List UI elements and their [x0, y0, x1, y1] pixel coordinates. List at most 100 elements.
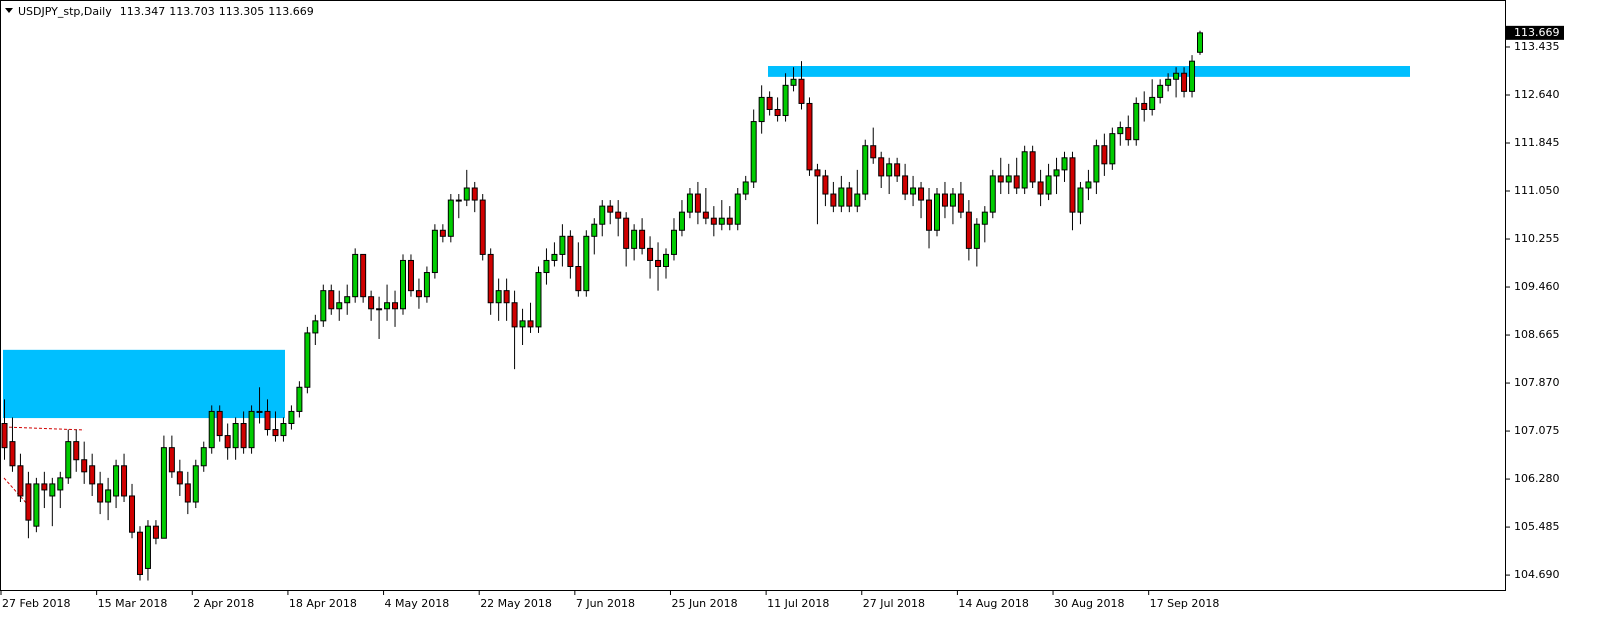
candle-body — [97, 483, 104, 503]
candle-body — [870, 145, 877, 159]
candle-body — [224, 435, 231, 449]
y-tick-label: 113.435 — [1514, 40, 1560, 53]
candle-body — [1069, 157, 1076, 213]
candle-body — [926, 199, 933, 231]
candle-body — [288, 410, 295, 425]
candle-body — [192, 465, 199, 503]
candle-body — [806, 102, 813, 171]
x-tick-label: 27 Jul 2018 — [863, 597, 925, 610]
candle-body — [949, 193, 956, 207]
header-close: 113.669 — [268, 5, 314, 18]
candle-body — [304, 332, 311, 388]
candle-body — [583, 235, 590, 292]
menu-arrow — [5, 8, 13, 13]
candle-body — [423, 272, 430, 298]
candle-body — [9, 441, 16, 467]
price-marker-label: 113.669 — [1514, 26, 1560, 39]
header-open: 113.347 — [120, 5, 166, 18]
candle-body — [511, 302, 518, 328]
candle-body — [527, 320, 534, 328]
candle-body — [710, 217, 717, 225]
candle-body — [487, 253, 494, 304]
candle-body — [846, 187, 853, 207]
candle-body — [152, 525, 159, 539]
candle-body — [822, 175, 829, 195]
candle-body — [670, 229, 677, 255]
y-tick-label: 104.690 — [1514, 568, 1560, 581]
candle-body — [232, 423, 239, 449]
candle-body — [455, 199, 462, 202]
candle-body — [113, 465, 120, 497]
candle-body — [1165, 78, 1172, 86]
y-tick-label: 112.640 — [1514, 88, 1560, 101]
x-tick-label: 22 May 2018 — [480, 597, 552, 610]
candle-body — [535, 272, 542, 328]
candle-body — [216, 410, 223, 437]
candle-body — [49, 483, 56, 497]
candle-body — [894, 163, 901, 177]
candle-body — [1013, 175, 1020, 189]
candle-body — [248, 410, 255, 449]
candle-body — [599, 205, 606, 225]
candle-body — [264, 410, 271, 431]
candle-body — [798, 78, 805, 104]
candle-body — [272, 429, 279, 437]
candle-body — [1189, 60, 1196, 92]
candle-body — [862, 145, 869, 195]
candle-body — [256, 410, 263, 413]
x-tick-label: 2 Apr 2018 — [193, 597, 254, 610]
candle-body — [997, 175, 1004, 183]
y-tick-label: 108.665 — [1514, 328, 1560, 341]
candle-body — [33, 483, 40, 527]
x-tick-label: 27 Feb 2018 — [2, 597, 70, 610]
candle-body — [631, 229, 638, 249]
candle-body — [902, 175, 909, 195]
candle-body — [1149, 96, 1156, 110]
candle-body — [463, 187, 470, 201]
candle-body — [439, 229, 446, 237]
candle-body — [1045, 175, 1052, 195]
candle-body — [973, 223, 980, 249]
candle-body — [1053, 169, 1060, 177]
candle-body — [1101, 145, 1108, 165]
candle-body — [479, 199, 486, 255]
x-tick-label: 7 Jun 2018 — [576, 597, 635, 610]
candle-body — [559, 235, 566, 255]
candle-body — [1029, 151, 1036, 183]
candle-body — [933, 193, 940, 231]
candle-body — [1173, 72, 1180, 80]
x-tick-label: 14 Aug 2018 — [958, 597, 1028, 610]
candle-body — [328, 290, 335, 310]
candle-body — [121, 465, 128, 497]
candle-body — [336, 302, 343, 310]
candle-body — [814, 169, 821, 177]
x-tick-label: 17 Sep 2018 — [1150, 597, 1220, 610]
candle-body — [41, 483, 48, 491]
candle-body — [623, 217, 630, 249]
candle-body — [854, 193, 861, 207]
candle-body — [702, 211, 709, 219]
candle-body — [200, 447, 207, 467]
candle-body — [790, 78, 797, 86]
candle-body — [1093, 145, 1100, 183]
trade-line — [3, 477, 29, 506]
candle-body — [878, 157, 885, 177]
candle-body — [519, 320, 526, 328]
x-tick-label: 15 Mar 2018 — [98, 597, 168, 610]
candle-body — [655, 259, 662, 267]
candle-body — [73, 441, 80, 461]
candle-body — [766, 96, 773, 110]
candles — [1, 30, 1203, 581]
candle-body — [543, 259, 550, 274]
candle-body — [129, 495, 136, 533]
candle-body — [1125, 127, 1132, 141]
candle-body — [168, 447, 175, 473]
header-high: 113.703 — [169, 5, 215, 18]
candle-body — [1085, 181, 1092, 189]
candle-body — [1061, 157, 1068, 171]
header-low: 113.305 — [219, 5, 265, 18]
candle-body — [1005, 175, 1012, 183]
candle-body — [65, 441, 72, 479]
candle-body — [718, 217, 725, 225]
